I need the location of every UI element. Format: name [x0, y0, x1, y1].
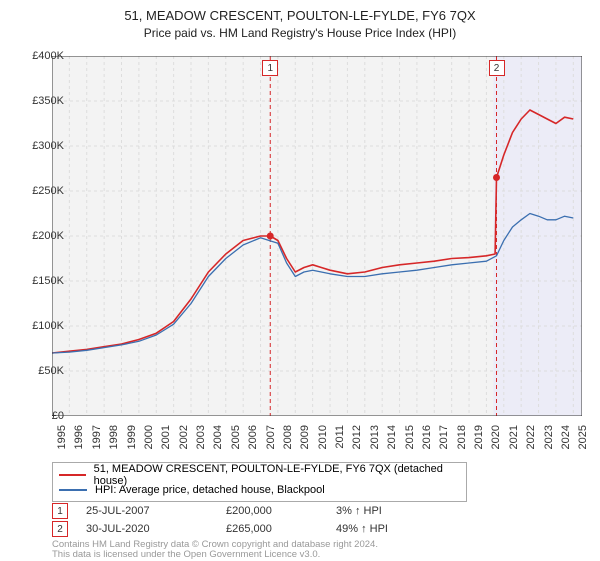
x-tick-label: 2025	[577, 425, 589, 455]
legend-row-property: 51, MEADOW CRESCENT, POULTON-LE-FYLDE, F…	[59, 467, 460, 482]
footer-note: Contains HM Land Registry data © Crown c…	[52, 540, 582, 561]
x-tick-label: 1997	[91, 425, 103, 455]
x-tick-label: 2021	[508, 425, 520, 455]
x-tick-label: 2020	[490, 425, 502, 455]
legend-swatch-hpi	[59, 489, 87, 491]
y-tick-label: £50K	[16, 365, 64, 377]
chart-container: 51, MEADOW CRESCENT, POULTON-LE-FYLDE, F…	[0, 0, 600, 560]
sales-table: 1 25-JUL-2007 £200,000 3% ↑ HPI 2 30-JUL…	[52, 502, 582, 538]
y-tick-label: £100K	[16, 320, 64, 332]
sale-badge-2: 2	[52, 521, 68, 537]
x-tick-label: 2022	[525, 425, 537, 455]
x-tick-label: 2006	[247, 425, 259, 455]
sale-date-2: 30-JUL-2020	[86, 523, 226, 535]
y-tick-label: £250K	[16, 185, 64, 197]
x-tick-label: 2018	[456, 425, 468, 455]
sale-row-2: 2 30-JUL-2020 £265,000 49% ↑ HPI	[52, 520, 582, 538]
sale-date-1: 25-JUL-2007	[86, 505, 226, 517]
x-tick-label: 2014	[386, 425, 398, 455]
x-tick-label: 2002	[178, 425, 190, 455]
chart-sale-marker: 2	[489, 60, 505, 76]
x-tick-label: 2010	[317, 425, 329, 455]
y-tick-label: £0	[16, 410, 64, 422]
y-tick-label: £400K	[16, 50, 64, 62]
sale-row-1: 1 25-JUL-2007 £200,000 3% ↑ HPI	[52, 502, 582, 520]
x-tick-label: 1998	[108, 425, 120, 455]
chart-sale-marker: 1	[262, 60, 278, 76]
x-tick-label: 2009	[299, 425, 311, 455]
x-tick-label: 2015	[404, 425, 416, 455]
chart-svg	[52, 56, 582, 416]
x-tick-label: 2019	[473, 425, 485, 455]
sale-price-2: £265,000	[226, 523, 336, 535]
x-tick-label: 2007	[265, 425, 277, 455]
x-tick-label: 2008	[282, 425, 294, 455]
x-tick-label: 2023	[543, 425, 555, 455]
legend-swatch-property	[59, 474, 86, 476]
legend: 51, MEADOW CRESCENT, POULTON-LE-FYLDE, F…	[52, 462, 467, 502]
x-tick-label: 2016	[421, 425, 433, 455]
arrow-up-icon: ↑	[355, 505, 361, 517]
chart-plot	[52, 56, 582, 416]
x-tick-label: 2013	[369, 425, 381, 455]
x-tick-label: 1999	[126, 425, 138, 455]
legend-label-hpi: HPI: Average price, detached house, Blac…	[95, 484, 325, 496]
x-tick-label: 2000	[143, 425, 155, 455]
x-tick-label: 2012	[351, 425, 363, 455]
x-tick-label: 2001	[160, 425, 172, 455]
x-tick-label: 2011	[334, 425, 346, 455]
title-block: 51, MEADOW CRESCENT, POULTON-LE-FYLDE, F…	[0, 0, 600, 40]
sale-badge-1: 1	[52, 503, 68, 519]
sale-pct-2: 49% ↑ HPI	[336, 523, 496, 535]
sale-pct-1: 3% ↑ HPI	[336, 505, 496, 517]
y-tick-label: £350K	[16, 95, 64, 107]
x-tick-label: 2024	[560, 425, 572, 455]
x-tick-label: 2005	[230, 425, 242, 455]
x-tick-label: 2017	[438, 425, 450, 455]
sale-price-1: £200,000	[226, 505, 336, 517]
x-tick-label: 2004	[212, 425, 224, 455]
y-tick-label: £200K	[16, 230, 64, 242]
x-tick-label: 2003	[195, 425, 207, 455]
x-tick-label: 1995	[56, 425, 68, 455]
x-tick-label: 1996	[73, 425, 85, 455]
y-tick-label: £300K	[16, 140, 64, 152]
y-tick-label: £150K	[16, 275, 64, 287]
title-sub: Price paid vs. HM Land Registry's House …	[0, 26, 600, 40]
arrow-up-icon: ↑	[361, 523, 367, 535]
title-main: 51, MEADOW CRESCENT, POULTON-LE-FYLDE, F…	[0, 8, 600, 23]
